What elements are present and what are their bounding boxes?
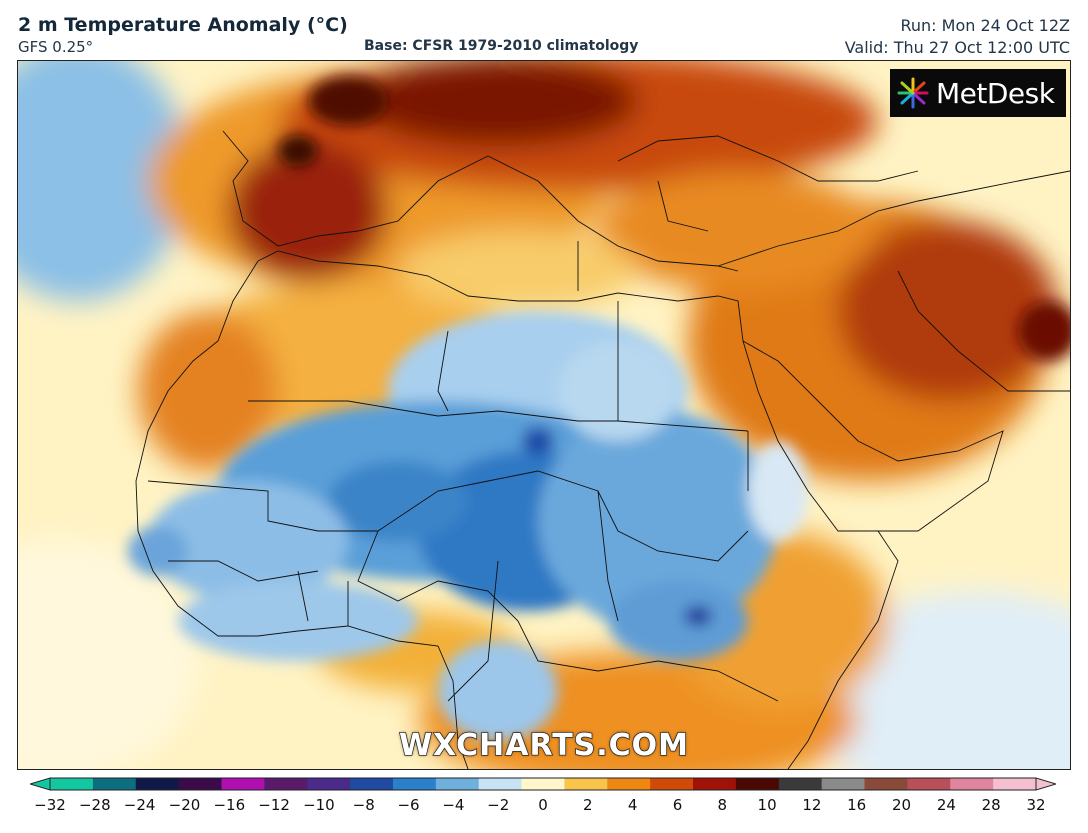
middle-east-hot-region bbox=[838, 221, 1058, 401]
colorbar-tick-label: −28 bbox=[78, 796, 111, 814]
colorbar-segment bbox=[821, 778, 866, 790]
colorbar-segment bbox=[307, 778, 351, 790]
anomaly-field bbox=[18, 61, 1070, 769]
colorbar-segment bbox=[778, 778, 823, 790]
climatology-base-label: Base: CFSR 1979-2010 climatology bbox=[364, 38, 639, 54]
metdesk-logo-text: MetDesk bbox=[936, 76, 1055, 110]
colorbar-segment bbox=[693, 778, 737, 790]
colorbar-tick-label: 20 bbox=[891, 796, 912, 814]
colorbar-segment bbox=[607, 778, 651, 790]
iberia-hot-region bbox=[228, 141, 388, 281]
model-label: GFS 0.25° bbox=[18, 38, 94, 56]
colorbar-right-arrow bbox=[1035, 777, 1056, 791]
colorbar-tick-label: −16 bbox=[213, 796, 246, 814]
colorbar-segment bbox=[864, 778, 908, 790]
colorbar-tick-label: −32 bbox=[34, 796, 66, 814]
colorbar-segment bbox=[264, 778, 308, 790]
valid-time-label: Valid: Thu 27 Oct 12:00 UTC bbox=[844, 38, 1070, 57]
chart-title: 2 m Temperature Anomaly (°C) bbox=[18, 14, 348, 36]
colorbar-segment bbox=[907, 778, 951, 790]
colorbar-segment bbox=[950, 778, 994, 790]
colorbar-tick-label: 12 bbox=[802, 796, 822, 814]
run-time-label: Run: Mon 24 Oct 12Z bbox=[900, 16, 1071, 35]
colorbar-tick-label: 4 bbox=[627, 796, 638, 814]
colorbar-tick-label: 8 bbox=[717, 796, 728, 814]
colorbar-tick-label: 0 bbox=[538, 796, 548, 814]
colorbar-segment bbox=[221, 778, 265, 790]
colorbar-segment bbox=[650, 778, 694, 790]
colorbar-tick-label: 10 bbox=[757, 796, 777, 814]
colorbar-segment bbox=[392, 778, 437, 790]
colorbar-tick-label: −10 bbox=[303, 796, 335, 814]
colorbar-tick-label: −2 bbox=[487, 796, 510, 814]
colorbar-segment bbox=[50, 778, 94, 790]
colorbar-tick-label: 2 bbox=[583, 796, 593, 814]
colorbar-tick-label: 28 bbox=[981, 796, 1001, 814]
colorbar-tick-label: −12 bbox=[258, 796, 290, 814]
colorbar-tick-label: −6 bbox=[397, 796, 420, 814]
colorbar-tick-label: 32 bbox=[1026, 796, 1046, 814]
colorbar-ticks: −32 −28 −24 −20 −16 −12 −10 −8 −6 −4 −2 0 2 4 6 8 10 12 16… bbox=[0, 796, 1088, 816]
colorbar-tick-label: 24 bbox=[936, 796, 956, 814]
colorbar-segment bbox=[92, 778, 137, 790]
colorbar-segment bbox=[564, 778, 608, 790]
coastlines-borders bbox=[135, 130, 1070, 769]
colorbar-tick-label: −24 bbox=[123, 796, 156, 814]
colorbar-segment bbox=[478, 778, 523, 790]
colorbar-tick-label: 16 bbox=[847, 796, 867, 814]
colorbar-segment bbox=[735, 778, 780, 790]
colorbar-segment bbox=[435, 778, 480, 790]
wxcharts-watermark: WXCHARTS.COM bbox=[398, 727, 690, 764]
atlantic-cool-region bbox=[18, 61, 188, 301]
colorbar bbox=[30, 777, 1056, 791]
colorbar-segment bbox=[135, 778, 180, 790]
metdesk-starburst-icon bbox=[897, 77, 929, 109]
colorbar-segment bbox=[178, 778, 222, 790]
colorbar-left-arrow bbox=[30, 777, 51, 791]
metdesk-logo: MetDesk bbox=[890, 69, 1066, 117]
colorbar-tick-label: −8 bbox=[352, 796, 375, 814]
colorbar-segment bbox=[350, 778, 394, 790]
colorbar-tick-label: 6 bbox=[672, 796, 683, 814]
colorbar-tick-label: −20 bbox=[168, 796, 201, 814]
colorbar-segment bbox=[521, 778, 565, 790]
anomaly-map: MetDesk WXCHARTS.COM bbox=[17, 60, 1071, 770]
colorbar-tick-label: −4 bbox=[442, 796, 465, 814]
colorbar-segment bbox=[993, 778, 1037, 790]
